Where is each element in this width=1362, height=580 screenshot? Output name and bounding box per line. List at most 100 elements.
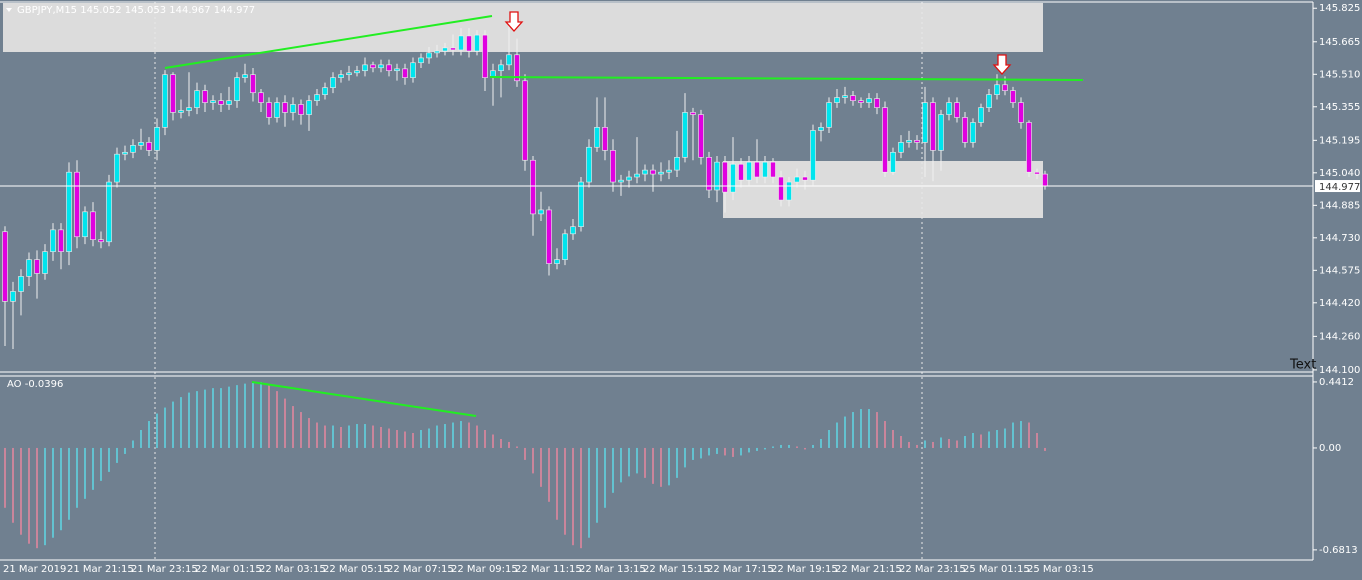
symbol-header: GBPJPY,M15 145.052 145.053 144.967 144.9… xyxy=(17,5,255,16)
y-tick-label: 144.730 xyxy=(1319,233,1360,244)
candle-body xyxy=(946,102,952,115)
candle-body xyxy=(650,169,656,175)
candle-body xyxy=(1018,102,1024,123)
candle-body xyxy=(770,161,776,178)
drawings xyxy=(0,1,1314,561)
text-label: Text xyxy=(1289,358,1316,373)
x-tick-label: 22 Mar 15:15 xyxy=(643,564,710,575)
candle-body xyxy=(986,94,992,108)
candle-body xyxy=(282,102,288,113)
candle-body xyxy=(154,127,160,151)
candle-body xyxy=(242,74,248,78)
layout xyxy=(3,2,1043,560)
last-price-label: 144.977 xyxy=(1319,182,1360,193)
candle-body xyxy=(562,233,568,260)
candle-body xyxy=(338,74,344,78)
candle-body xyxy=(434,50,440,54)
candle-body xyxy=(530,159,536,215)
candle-body xyxy=(274,102,280,118)
candle-body xyxy=(522,80,528,161)
sell-arrow xyxy=(504,11,524,32)
candle-body xyxy=(58,229,64,252)
zone-box xyxy=(3,3,1043,52)
candle-body xyxy=(482,34,488,78)
candle-body xyxy=(762,161,768,178)
last-price-box xyxy=(1315,180,1360,193)
candle-body xyxy=(130,145,136,153)
candle-body xyxy=(850,95,856,102)
candle-body xyxy=(298,104,304,115)
menu-triangle xyxy=(6,8,12,12)
candle-body xyxy=(354,70,360,74)
y-tick-label: 144.575 xyxy=(1319,265,1360,276)
y-tick-label: 144.885 xyxy=(1319,200,1360,211)
x-tick-label: 22 Mar 11:15 xyxy=(515,564,582,575)
candle-body xyxy=(714,161,720,191)
y-tick-label: 144.260 xyxy=(1319,331,1360,342)
candle-body xyxy=(250,74,256,94)
indicator-header: AO -0.0396 xyxy=(7,379,63,390)
candle-body xyxy=(578,181,584,228)
candle-body xyxy=(954,102,960,118)
candle-body xyxy=(90,211,96,241)
x-tick-label: 22 Mar 03:15 xyxy=(259,564,326,575)
candle-body xyxy=(306,100,312,115)
candle-body xyxy=(506,54,512,66)
x-tick-label: 21 Mar 21:15 xyxy=(67,564,134,575)
candle-body xyxy=(738,163,744,181)
candle-body xyxy=(210,100,216,103)
candle-body xyxy=(858,100,864,103)
candle-body xyxy=(162,74,168,128)
candle-body xyxy=(42,251,48,274)
candle-body xyxy=(2,231,8,302)
candle-body xyxy=(842,95,848,98)
candle-body xyxy=(290,104,296,113)
candle-body xyxy=(570,226,576,235)
candle-body xyxy=(978,107,984,123)
x-tick-label: 25 Mar 01:15 xyxy=(963,564,1030,575)
candle-body xyxy=(706,157,712,191)
x-tick-label: 25 Mar 03:15 xyxy=(1027,564,1094,575)
candle-body xyxy=(666,169,672,173)
candle-body xyxy=(938,114,944,151)
x-tick-label: 21 Mar 2019 xyxy=(3,564,66,575)
candle-body xyxy=(690,112,696,115)
candle-body xyxy=(314,94,320,102)
candle-body xyxy=(514,54,520,82)
candle-body xyxy=(642,169,648,175)
candle-body xyxy=(1010,90,1016,103)
candle-body xyxy=(546,209,552,264)
candle-body xyxy=(930,102,936,151)
candle-body xyxy=(922,102,928,143)
candle-body xyxy=(258,92,264,103)
marks xyxy=(2,23,1048,549)
x-tick-label: 22 Mar 13:15 xyxy=(579,564,646,575)
candle-body xyxy=(746,161,752,181)
candle-body xyxy=(10,291,16,302)
candle-body xyxy=(674,157,680,171)
candle-body xyxy=(874,98,880,108)
x-tick-label: 22 Mar 05:15 xyxy=(323,564,390,575)
candle-body xyxy=(450,47,456,51)
candle-body xyxy=(618,179,624,183)
candle-body xyxy=(554,259,560,264)
sell-arrow xyxy=(992,54,1012,75)
candle-body xyxy=(226,100,232,105)
candle-body xyxy=(802,176,808,181)
candle-body xyxy=(106,181,112,243)
candle-body xyxy=(234,77,240,102)
candle-body xyxy=(794,176,800,183)
candle-body xyxy=(82,211,88,238)
candle-body xyxy=(786,181,792,201)
x-tick-label: 22 Mar 17:15 xyxy=(707,564,774,575)
y-tick-label: 0.00 xyxy=(1319,443,1341,454)
candle-body xyxy=(994,84,1000,95)
candle-body xyxy=(730,163,736,193)
candle-body xyxy=(1034,171,1040,175)
candle-body xyxy=(538,209,544,215)
y-tick-label: 145.195 xyxy=(1319,135,1360,146)
y-tick-label: 145.510 xyxy=(1319,69,1360,80)
x-tick-label: 22 Mar 07:15 xyxy=(387,564,454,575)
x-tick-label: 22 Mar 01:15 xyxy=(195,564,262,575)
